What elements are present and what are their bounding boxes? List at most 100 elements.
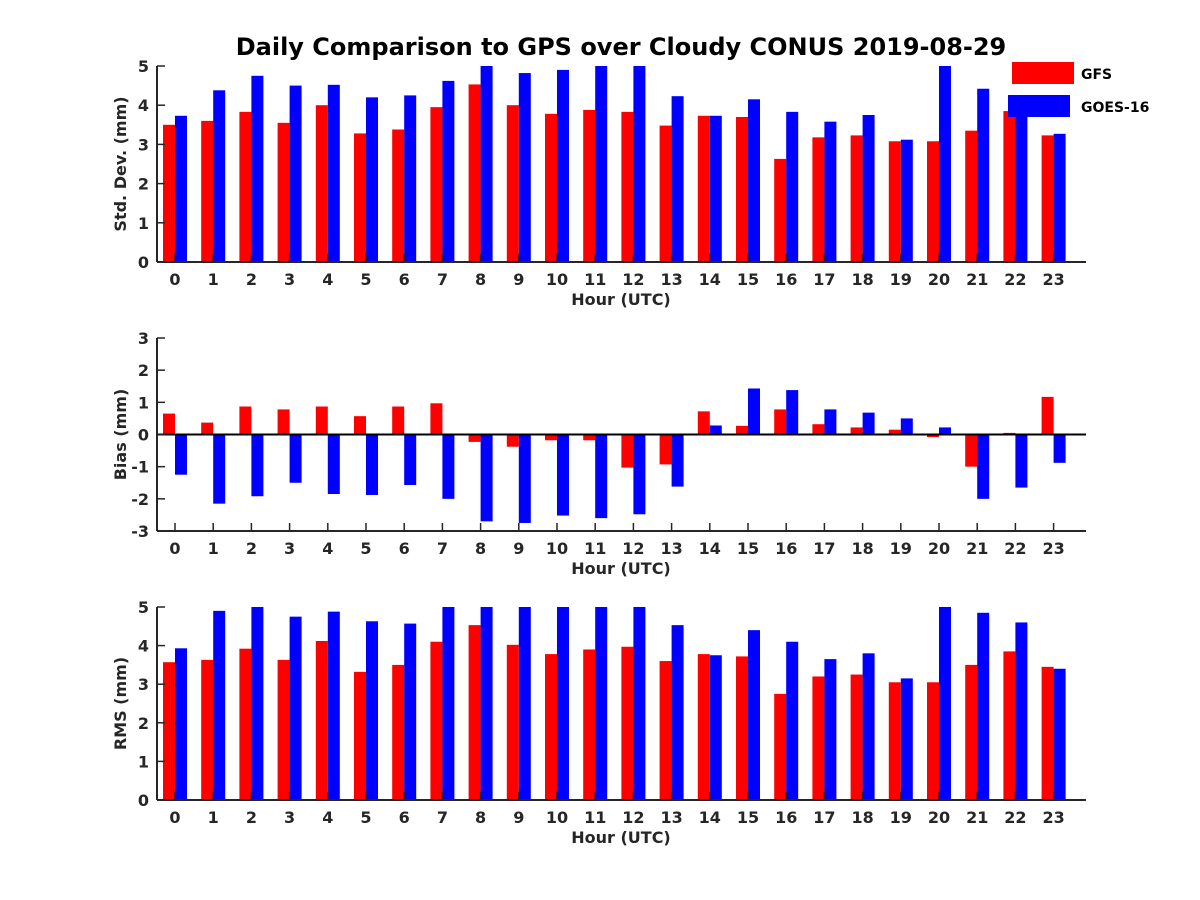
bar-goes16-hour-8 xyxy=(480,66,493,262)
bar-gfs-hour-5 xyxy=(354,671,366,800)
bar-goes16-hour-7 xyxy=(442,80,455,262)
bar-goes16-hour-19 xyxy=(900,139,913,262)
x-tick-label: 9 xyxy=(513,808,524,827)
bar-goes16-hour-5 xyxy=(366,434,378,495)
bar-gfs-hour-21 xyxy=(965,664,978,800)
bar-gfs-hour-17 xyxy=(812,137,825,262)
y-tick-label: 3 xyxy=(138,675,149,694)
y-tick-label: 0 xyxy=(138,426,149,445)
bar-gfs-hour-3 xyxy=(277,659,290,800)
x-tick-label: 17 xyxy=(813,539,835,558)
bar-goes16-hour-3 xyxy=(289,616,302,800)
bar-gfs-hour-15 xyxy=(736,425,748,435)
x-tick-label: 12 xyxy=(622,270,644,289)
bar-gfs-hour-2 xyxy=(239,406,252,435)
bar-goes16-hour-16 xyxy=(786,390,799,435)
x-tick-label: 9 xyxy=(513,539,524,558)
bar-goes16-hour-4 xyxy=(327,434,340,495)
bar-gfs-hour-22 xyxy=(1003,651,1016,800)
bar-goes16-hour-18 xyxy=(862,412,875,435)
bar-goes16-hour-1 xyxy=(213,90,226,262)
bar-goes16-hour-7 xyxy=(442,607,455,800)
x-tick-label: 15 xyxy=(737,270,759,289)
bar-gfs-hour-7 xyxy=(430,107,443,262)
y-tick-label: -2 xyxy=(131,490,149,509)
y-tick-label: 3 xyxy=(138,329,149,348)
x-axis-label: Hour (UTC) xyxy=(571,828,671,847)
x-tick-label: 14 xyxy=(699,270,721,289)
x-tick-label: 23 xyxy=(1042,270,1064,289)
bar-gfs-hour-11 xyxy=(583,649,596,800)
bar-goes16-hour-21 xyxy=(977,88,990,263)
bar-gfs-hour-19 xyxy=(888,141,901,262)
x-tick-label: 23 xyxy=(1042,808,1064,827)
x-tick-label: 23 xyxy=(1042,539,1064,558)
bar-goes16-hour-6 xyxy=(404,623,417,800)
y-tick-label: 5 xyxy=(138,57,149,76)
y-axis-label: Std. Dev. (mm) xyxy=(111,96,130,231)
bar-goes16-hour-20 xyxy=(939,427,951,435)
y-tick-label: 4 xyxy=(138,637,149,656)
bar-goes16-hour-3 xyxy=(289,85,302,262)
x-tick-label: 14 xyxy=(699,539,721,558)
bar-goes16-hour-6 xyxy=(404,434,417,486)
y-tick-label: 1 xyxy=(138,214,149,233)
bar-gfs-hour-0 xyxy=(163,662,175,800)
bar-gfs-hour-23 xyxy=(1041,135,1054,262)
legend-swatch-gfs xyxy=(1012,62,1074,84)
bar-goes16-hour-14 xyxy=(709,115,722,262)
bar-goes16-hour-9 xyxy=(518,607,531,800)
x-tick-label: 8 xyxy=(475,539,486,558)
x-tick-label: 8 xyxy=(475,270,486,289)
x-tick-label: 18 xyxy=(851,808,873,827)
x-tick-label: 12 xyxy=(622,539,644,558)
bar-goes16-hour-13 xyxy=(671,96,684,263)
bar-gfs-hour-0 xyxy=(163,124,175,262)
bar-goes16-hour-22 xyxy=(1015,434,1028,488)
y-tick-label: -3 xyxy=(131,522,149,541)
x-tick-label: 19 xyxy=(890,808,912,827)
x-tick-label: 10 xyxy=(546,539,568,558)
x-tick-label: 10 xyxy=(546,270,568,289)
bar-gfs-hour-0 xyxy=(163,413,175,435)
bar-gfs-hour-16 xyxy=(774,693,787,800)
bar-goes16-hour-1 xyxy=(213,434,226,504)
x-tick-label: 18 xyxy=(851,539,873,558)
bar-goes16-hour-11 xyxy=(595,607,608,800)
bar-gfs-hour-6 xyxy=(392,406,405,435)
x-tick-label: 5 xyxy=(360,808,371,827)
bar-gfs-hour-5 xyxy=(354,133,366,262)
bar-gfs-hour-3 xyxy=(277,409,290,435)
bar-goes16-hour-14 xyxy=(709,425,722,435)
bar-gfs-hour-13 xyxy=(659,125,672,262)
bar-goes16-hour-22 xyxy=(1015,622,1028,800)
x-tick-label: 17 xyxy=(813,270,835,289)
bar-gfs-hour-6 xyxy=(392,664,405,800)
bar-gfs-hour-21 xyxy=(965,130,978,262)
bar-gfs-hour-18 xyxy=(850,135,863,262)
y-tick-label: 0 xyxy=(138,791,149,810)
bar-gfs-hour-23 xyxy=(1041,666,1054,800)
bar-gfs-hour-15 xyxy=(736,116,748,263)
bar-gfs-hour-8 xyxy=(468,84,481,262)
x-tick-label: 21 xyxy=(966,270,988,289)
bar-gfs-hour-9 xyxy=(506,644,519,800)
bar-gfs-hour-9 xyxy=(506,105,519,262)
bar-gfs-hour-23 xyxy=(1041,396,1054,435)
legend-label-goes16: GOES-16 xyxy=(1081,100,1149,116)
x-tick-label: 22 xyxy=(1004,808,1026,827)
bar-goes16-hour-23 xyxy=(1053,434,1066,463)
bar-gfs-hour-16 xyxy=(774,158,787,262)
x-tick-label: 3 xyxy=(284,808,295,827)
bar-goes16-hour-0 xyxy=(175,434,187,475)
y-axis-label: RMS (mm) xyxy=(111,657,130,750)
bar-goes16-hour-12 xyxy=(633,66,646,262)
x-tick-label: 20 xyxy=(928,808,950,827)
bar-goes16-hour-19 xyxy=(900,678,913,800)
bar-gfs-hour-20 xyxy=(927,141,939,262)
bar-gfs-hour-1 xyxy=(201,422,214,435)
bar-gfs-hour-5 xyxy=(354,416,366,435)
y-tick-label: 4 xyxy=(138,96,149,115)
x-tick-label: 1 xyxy=(208,539,219,558)
